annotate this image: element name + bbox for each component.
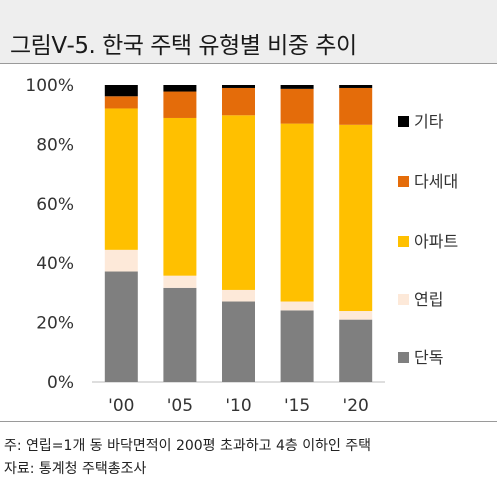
bar-segment (222, 289, 255, 302)
x-tick-label: '00 (108, 396, 134, 416)
bar-segment (222, 87, 255, 116)
footer: 주: 연립=1개 동 바닥면적이 200평 초과하고 4층 이하인 주택 자료:… (0, 421, 497, 496)
y-tick-label: 0% (47, 373, 74, 393)
bar-segment (280, 85, 314, 89)
bar-segment (163, 91, 197, 118)
title-bar: 그림Ⅴ-5. 한국 주택 유형별 비중 추이 (0, 0, 497, 64)
bar-segment (104, 108, 138, 250)
footnote: 주: 연립=1개 동 바닥면적이 200평 초과하고 4층 이하인 주택 (4, 438, 372, 454)
bar-segment (339, 124, 373, 312)
figure-title: 그림Ⅴ-5. 한국 주택 유형별 비중 추이 (10, 33, 357, 59)
bar-segment (280, 301, 314, 311)
y-tick-label: 100% (25, 76, 74, 96)
legend-swatch (398, 176, 409, 187)
bar-segment (222, 301, 255, 382)
legend-swatch (398, 352, 409, 363)
bar-segment (104, 96, 138, 109)
legend-label: 연립 (414, 290, 443, 309)
y-tick-label: 80% (36, 135, 74, 155)
legend-swatch (398, 116, 409, 127)
legend-label: 단독 (414, 348, 443, 367)
y-tick-label: 40% (36, 254, 74, 274)
bar-segment (104, 85, 138, 97)
bar-segment (163, 117, 197, 276)
legend-label: 다세대 (414, 172, 458, 191)
x-tick-label: '05 (167, 396, 193, 416)
bar-segment (104, 249, 138, 272)
bar-segment (339, 311, 373, 320)
x-tick-label: '15 (284, 396, 310, 416)
legend-swatch (398, 236, 409, 247)
x-tick-label: '10 (225, 396, 251, 416)
bar-segment (280, 123, 314, 302)
stacked-bar-chart: 0% 20% 40% 60% 80% 100% '00 '05 '10 '15 '20 기타다세대아파… (25, 76, 458, 416)
bar-segment (339, 319, 373, 382)
legend-label: 기타 (414, 112, 444, 131)
bar-segment (339, 87, 373, 125)
bar-segment (339, 85, 373, 88)
bar-segment (163, 275, 197, 288)
bar-segment (104, 271, 138, 382)
bar-segment (280, 310, 314, 382)
bar-segment (163, 85, 197, 92)
legend-label: 아파트 (414, 232, 458, 251)
bar-segment (163, 287, 197, 382)
bar-segment (222, 115, 255, 290)
bar-segment (222, 85, 255, 88)
bar-segment (280, 88, 314, 124)
y-tick-label: 60% (36, 195, 74, 215)
x-tick-label: '20 (343, 396, 369, 416)
y-tick-label: 20% (36, 314, 74, 334)
legend-swatch (398, 294, 409, 305)
source-note: 자료: 통계청 주택총조사 (4, 461, 147, 477)
